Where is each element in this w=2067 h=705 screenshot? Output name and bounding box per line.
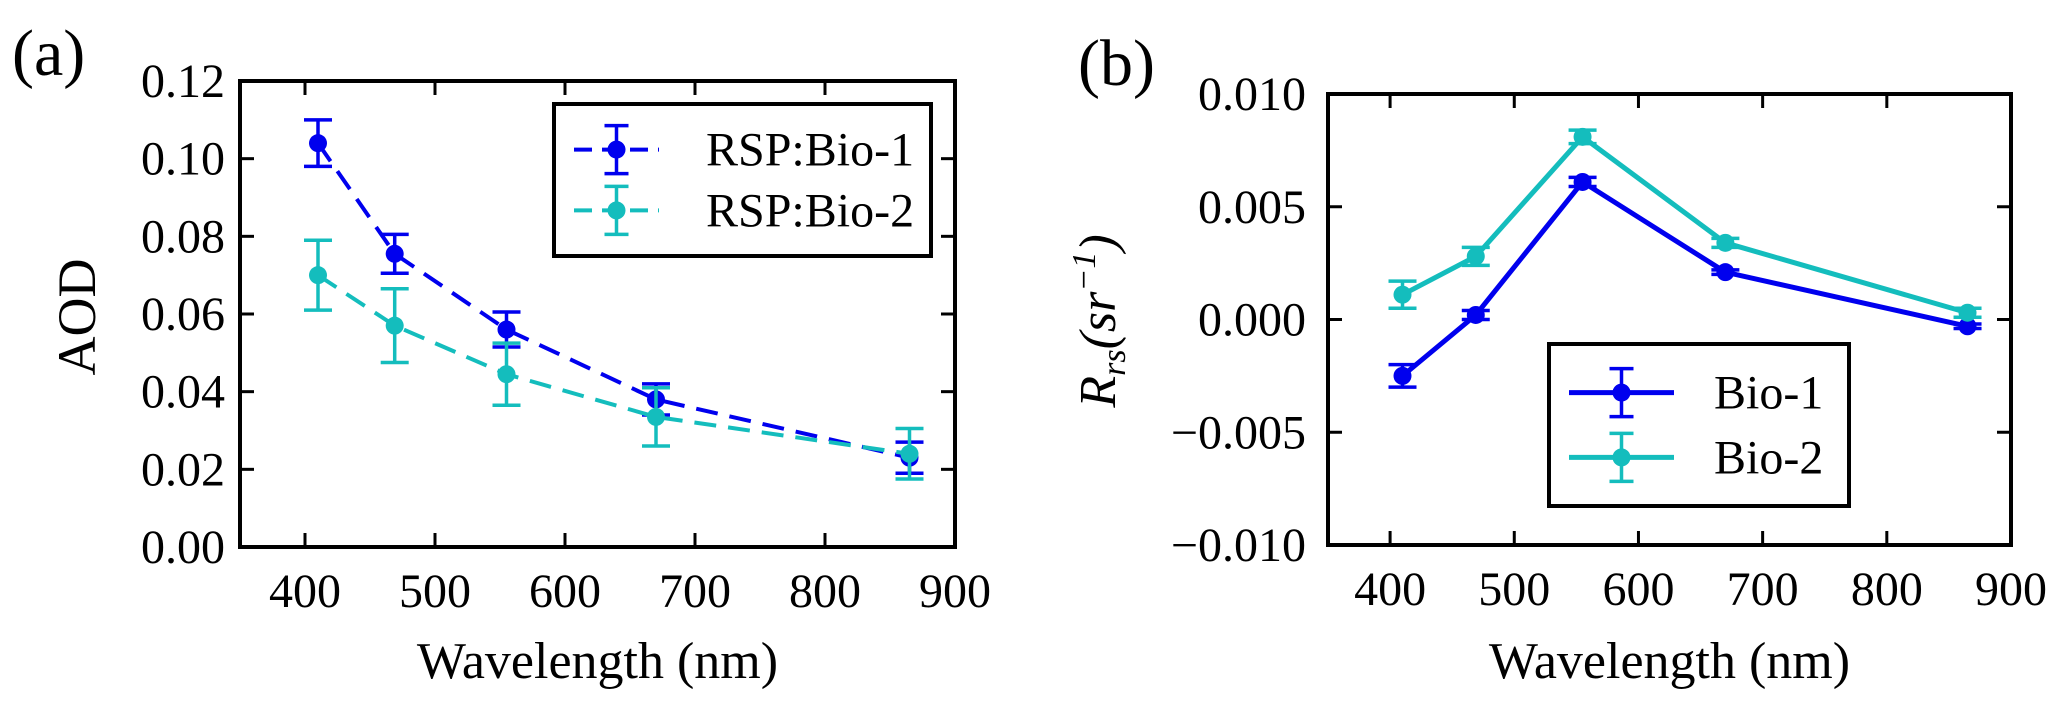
series-line [316, 141, 910, 460]
x-tick-label: 500 [399, 565, 471, 618]
series-bio-2 [1388, 127, 1982, 322]
y-tick-label: 0.000 [1198, 294, 1306, 347]
data-point [1466, 305, 1485, 324]
y-axis-label-part: rs [1096, 349, 1133, 375]
x-axis-label: Wavelength (nm) [1489, 633, 1850, 690]
data-point [1393, 366, 1412, 385]
legend-marker [1612, 448, 1631, 467]
data-point [900, 444, 919, 463]
y-axis-label-part: R [1070, 376, 1127, 409]
series-line [316, 273, 910, 456]
x-tick-label: 600 [529, 565, 601, 618]
legend-item: RSP:Bio-1 [574, 124, 914, 177]
data-point [1716, 233, 1735, 252]
y-tick-label: 0.04 [141, 366, 225, 419]
legend-box [1547, 342, 1851, 508]
y-tick-label: 0.08 [141, 210, 225, 263]
x-tick-label: 600 [1602, 563, 1674, 616]
y-tick-label: 0.010 [1198, 68, 1306, 121]
series-rsp-bio-2 [304, 238, 924, 481]
y-axis-label-part: (sr [1070, 291, 1127, 350]
y-axis-label-part: ) [1070, 234, 1127, 254]
x-tick-label: 800 [1851, 563, 1923, 616]
y-tick-label: −0.005 [1171, 406, 1306, 459]
data-point [385, 316, 404, 335]
data-point [1716, 263, 1735, 282]
x-tick-label: 800 [789, 565, 861, 618]
legend: Bio-1 Bio-2 [1547, 342, 1851, 508]
data-point [1573, 172, 1592, 191]
plot-frame [1326, 92, 2013, 547]
x-tick-label: 900 [1975, 563, 2047, 616]
data-point [1958, 317, 1977, 336]
y-tick-label: 0.00 [141, 521, 225, 574]
x-tick-label: 400 [269, 565, 341, 618]
legend-label: Bio-2 [1714, 431, 1823, 484]
plot-frame [238, 79, 957, 549]
y-axis-label-part: −1 [1066, 252, 1103, 292]
data-point [1958, 303, 1977, 322]
x-tick-label: 500 [1478, 563, 1550, 616]
y-axis-label: Rrs(sr−1) [1066, 234, 1133, 408]
y-tick-label: 0.06 [141, 288, 225, 341]
data-point [1466, 247, 1485, 266]
y-tick-label: 0.12 [141, 55, 225, 108]
x-tick-label: 900 [919, 565, 991, 618]
y-tick-label: 0.005 [1198, 181, 1306, 234]
legend-label: RSP:Bio-2 [706, 184, 914, 237]
x-axis-label: Wavelength (nm) [417, 633, 778, 690]
y-tick-label: 0.10 [141, 133, 225, 186]
chart-panel-a: (a) 400 500 600 700 800 900 0.00 0.02 0.04 0.06 0.0… [12, 17, 991, 690]
x-tick-label: 400 [1354, 563, 1426, 616]
data-point [309, 266, 327, 285]
chart-panel-b: (b) 400 500 600 700 800 900 −0.010 −0.005 0.000 0.… [1066, 27, 2047, 690]
y-tick-label: −0.010 [1171, 519, 1306, 572]
legend: RSP:Bio-1 RSP:Bio-2 [552, 102, 933, 258]
data-point [1393, 285, 1412, 304]
data-point [497, 320, 516, 339]
legend-marker [607, 140, 626, 159]
y-tick-label: 0.02 [141, 443, 225, 496]
panel-label: (a) [12, 17, 85, 90]
legend-label: RSP:Bio-1 [706, 124, 914, 177]
series-line [1401, 133, 1969, 316]
legend-item: Bio-2 [1569, 431, 1823, 484]
y-axis-label: AOD [47, 259, 107, 376]
data-point [497, 365, 516, 384]
data-point [1573, 127, 1592, 146]
x-tick-label: 700 [659, 565, 731, 618]
legend-marker [607, 201, 626, 220]
panel-label: (b) [1078, 27, 1155, 100]
x-tick-label: 700 [1727, 563, 1799, 616]
legend-label: Bio-1 [1714, 367, 1823, 420]
data-point [385, 244, 404, 263]
legend-item: RSP:Bio-2 [574, 184, 914, 237]
series-bio-1 [1388, 172, 1982, 389]
data-point [647, 407, 665, 426]
legend-marker [1612, 383, 1631, 402]
legend-item: Bio-1 [1569, 367, 1823, 420]
data-point [309, 134, 327, 153]
